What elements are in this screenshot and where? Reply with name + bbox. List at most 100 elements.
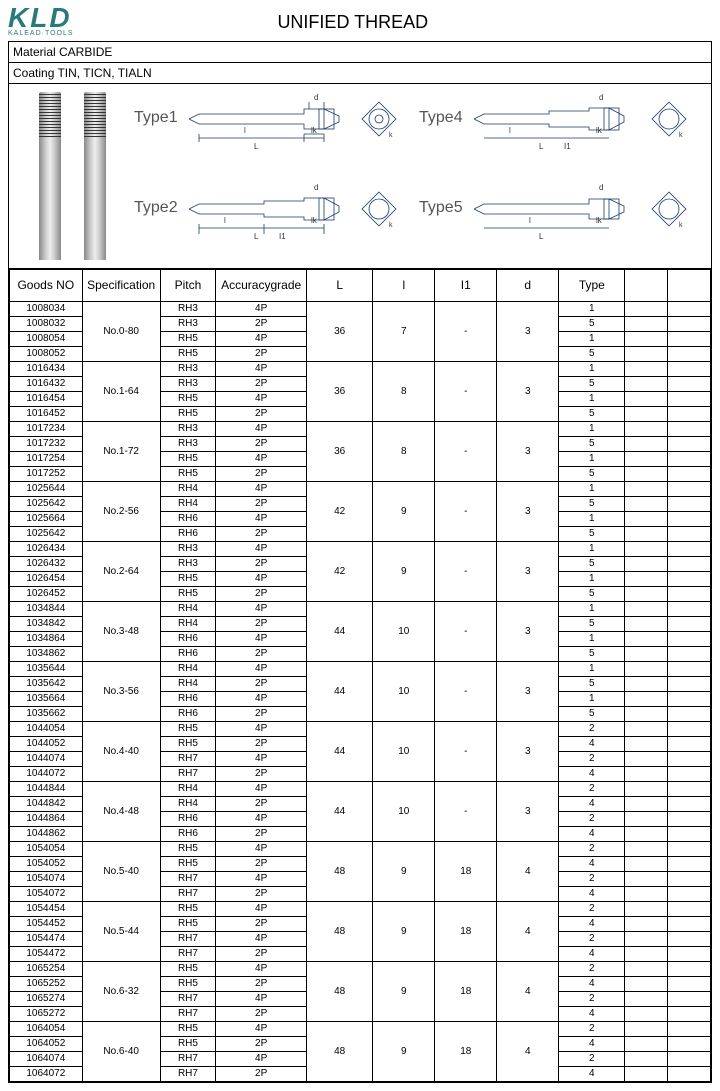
header-type: Type — [559, 269, 625, 301]
cell-empty — [625, 991, 668, 1006]
cell-empty — [625, 871, 668, 886]
cell-empty — [668, 916, 711, 931]
svg-text:L: L — [539, 232, 544, 241]
cell-goods: 1054074 — [10, 871, 83, 886]
cell-acc: 2P — [216, 1036, 307, 1051]
cell-empty — [625, 466, 668, 481]
type5-diagram: d l lk L — [469, 184, 629, 244]
cell-acc: 2P — [216, 916, 307, 931]
cell-empty — [625, 601, 668, 616]
cell-goods: 1017232 — [10, 436, 83, 451]
cell-empty — [668, 811, 711, 826]
cell-pitch: RH3 — [160, 361, 216, 376]
cell-goods: 1044052 — [10, 736, 83, 751]
cell-L: 42 — [307, 541, 373, 601]
cell-goods: 1065252 — [10, 976, 83, 991]
cell-empty — [668, 826, 711, 841]
cell-I1: 18 — [435, 901, 497, 961]
cell-acc: 4P — [216, 301, 307, 316]
cell-pitch: RH6 — [160, 526, 216, 541]
cell-goods: 1064054 — [10, 1021, 83, 1036]
cell-pitch: RH7 — [160, 766, 216, 781]
cell-empty — [668, 481, 711, 496]
cell-empty — [668, 646, 711, 661]
cell-pitch: RH5 — [160, 391, 216, 406]
cell-empty — [668, 451, 711, 466]
cell-goods: 1034842 — [10, 616, 83, 631]
cell-pitch: RH5 — [160, 841, 216, 856]
cell-pitch: RH5 — [160, 406, 216, 421]
svg-text:d: d — [599, 184, 603, 192]
cell-goods: 1025644 — [10, 481, 83, 496]
cell-I1: - — [435, 361, 497, 421]
cell-empty — [625, 856, 668, 871]
cell-L: 42 — [307, 481, 373, 541]
type4-endview: k — [649, 99, 689, 139]
cell-pitch: RH5 — [160, 901, 216, 916]
cell-type: 4 — [559, 976, 625, 991]
cell-pitch: RH5 — [160, 331, 216, 346]
cell-type: 5 — [559, 496, 625, 511]
cell-pitch: RH4 — [160, 661, 216, 676]
table-row: 1016434No.1-64RH34P368-31 — [10, 361, 711, 376]
cell-d: 4 — [497, 841, 559, 901]
cell-empty — [625, 586, 668, 601]
cell-type: 1 — [559, 631, 625, 646]
cell-l: 9 — [373, 961, 435, 1021]
cell-type: 1 — [559, 601, 625, 616]
cell-pitch: RH4 — [160, 796, 216, 811]
cell-pitch: RH6 — [160, 631, 216, 646]
svg-text:k: k — [679, 132, 683, 139]
cell-goods: 1034844 — [10, 601, 83, 616]
cell-empty — [625, 751, 668, 766]
cell-type: 4 — [559, 856, 625, 871]
cell-empty — [668, 361, 711, 376]
cell-l: 9 — [373, 481, 435, 541]
cell-type: 4 — [559, 1006, 625, 1021]
cell-L: 36 — [307, 421, 373, 481]
cell-type: 2 — [559, 961, 625, 976]
cell-empty — [668, 1036, 711, 1051]
cell-acc: 4P — [216, 541, 307, 556]
cell-spec: No.5-44 — [82, 901, 160, 961]
cell-empty — [668, 511, 711, 526]
cell-goods: 1035664 — [10, 691, 83, 706]
cell-empty — [625, 736, 668, 751]
cell-l: 10 — [373, 721, 435, 781]
cell-acc: 4P — [216, 961, 307, 976]
cell-empty — [668, 931, 711, 946]
cell-goods: 1035662 — [10, 706, 83, 721]
svg-text:L: L — [254, 232, 259, 241]
cell-type: 5 — [559, 406, 625, 421]
cell-pitch: RH3 — [160, 421, 216, 436]
cell-acc: 4P — [216, 661, 307, 676]
table-row: 1035644No.3-56RH44P4410-31 — [10, 661, 711, 676]
table-row: 1026434No.2-64RH34P429-31 — [10, 541, 711, 556]
cell-type: 1 — [559, 541, 625, 556]
cell-empty — [668, 1006, 711, 1021]
cell-goods: 1008034 — [10, 301, 83, 316]
cell-empty — [668, 661, 711, 676]
header-goods: Goods NO — [10, 269, 83, 301]
cell-spec: No.1-72 — [82, 421, 160, 481]
cell-empty — [625, 316, 668, 331]
cell-L: 36 — [307, 301, 373, 361]
cell-type: 4 — [559, 886, 625, 901]
header-I1: I1 — [435, 269, 497, 301]
cell-acc: 2P — [216, 826, 307, 841]
cell-empty — [625, 826, 668, 841]
cell-pitch: RH7 — [160, 946, 216, 961]
main-container: Material CARBIDE Coating TIN, TICN, TIAL… — [8, 41, 712, 1083]
cell-goods: 1025664 — [10, 511, 83, 526]
cell-spec: No.3-48 — [82, 601, 160, 661]
cell-empty — [668, 961, 711, 976]
cell-goods: 1008052 — [10, 346, 83, 361]
cell-goods: 1054072 — [10, 886, 83, 901]
cell-empty — [668, 901, 711, 916]
cell-empty — [668, 391, 711, 406]
cell-acc: 4P — [216, 511, 307, 526]
cell-goods: 1065254 — [10, 961, 83, 976]
cell-empty — [625, 631, 668, 646]
cell-spec: No.5-40 — [82, 841, 160, 901]
cell-acc: 4P — [216, 841, 307, 856]
